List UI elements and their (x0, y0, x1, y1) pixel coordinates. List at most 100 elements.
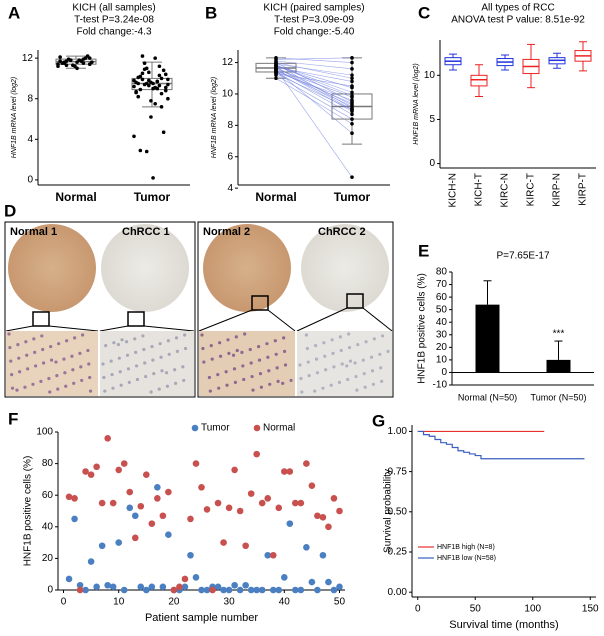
point (181, 583, 189, 591)
tissue-cell (275, 366, 279, 370)
point (350, 84, 354, 88)
tissue-cell (142, 347, 146, 352)
point (137, 583, 145, 591)
tissue-cell (332, 365, 336, 369)
tissue-cell (134, 350, 138, 354)
y-tick-label: 0 (441, 367, 447, 378)
point (132, 84, 136, 89)
tissue-cell (256, 344, 261, 349)
point (350, 121, 354, 126)
tissue-cell (119, 383, 123, 387)
point (220, 539, 227, 546)
point (187, 515, 194, 523)
point (350, 76, 354, 81)
point (144, 149, 149, 154)
point (350, 107, 354, 112)
y-tick-label: 40 (436, 317, 448, 328)
tissue-cell (231, 353, 236, 357)
tissue-cell (329, 383, 333, 387)
tissue-cell (249, 361, 253, 365)
tissue-cell (283, 363, 288, 367)
point (140, 54, 145, 58)
x-tick-label: 0 (415, 604, 421, 615)
x-tick-label: 40 (279, 597, 291, 608)
tissue-cell (324, 368, 328, 372)
x-axis-label: Survival time (months) (449, 619, 558, 631)
point (303, 460, 310, 467)
y-tick-label: 4 (27, 134, 33, 145)
point (159, 512, 167, 520)
tissue-cell (218, 341, 222, 345)
point (136, 75, 141, 80)
point (76, 581, 84, 589)
point (147, 70, 151, 75)
point (247, 586, 255, 594)
point (280, 468, 288, 475)
point (286, 468, 294, 475)
point (126, 488, 134, 496)
tissue-cell (73, 336, 77, 340)
point (58, 55, 62, 59)
tissue-cell (18, 370, 22, 374)
zoom-box (32, 311, 50, 327)
panel-letter: F (8, 409, 18, 428)
point (170, 586, 178, 594)
y-tick-label: 0.00 (388, 587, 408, 598)
tissue-cell (175, 349, 179, 354)
point (319, 551, 327, 559)
tissue-cell (182, 378, 186, 383)
tissue-cell (164, 371, 169, 375)
tissue-cell (267, 369, 271, 373)
tissue-cell (126, 367, 131, 371)
point (187, 551, 194, 559)
y-axis-label: HNF1B positive cells (%) (417, 273, 428, 384)
point (231, 581, 238, 589)
tissue-cell (26, 367, 30, 371)
point (303, 544, 310, 551)
tissue-cell (48, 390, 52, 394)
point (163, 72, 168, 77)
point (153, 56, 157, 60)
pair-line (275, 60, 353, 70)
point (274, 65, 278, 70)
tissue-cell (166, 339, 170, 343)
tissue-cell (330, 338, 334, 342)
y-tick-label: 70 (436, 279, 448, 290)
y-axis-label: HNF1B mRNA level (log2) (211, 77, 218, 158)
tissue-cell (356, 343, 360, 347)
tissue-cell (338, 335, 342, 339)
point (120, 460, 128, 467)
point (274, 68, 278, 73)
point (98, 499, 106, 507)
tissue-cell (248, 347, 252, 352)
tissue-cell (337, 380, 342, 384)
tissue-cell (289, 378, 293, 383)
tissue-cell (233, 380, 238, 384)
y-tick-label: 10 (222, 89, 234, 100)
tissue-cell (110, 373, 114, 377)
point (225, 586, 233, 594)
point (157, 73, 162, 78)
point (275, 504, 283, 512)
point (75, 66, 79, 71)
point (274, 76, 278, 81)
zoom-image (100, 331, 194, 396)
tissue-cell (378, 352, 382, 356)
tissue-cell (40, 334, 44, 338)
y-tick-label: 0.75 (388, 466, 408, 477)
tissue-cell (321, 386, 325, 390)
point (165, 488, 172, 496)
point (82, 468, 89, 475)
chart-title: All types of RCC (481, 3, 554, 14)
tissue-cell (143, 361, 147, 365)
y-tick-label: 80 (42, 458, 54, 469)
tissue-cell (258, 372, 263, 376)
point (65, 575, 73, 583)
point (350, 90, 354, 95)
point (176, 583, 183, 591)
x-tick-label: 10 (113, 597, 125, 608)
tissue-cell (210, 357, 214, 361)
y-tick-label: 100 (36, 427, 53, 438)
tissue-cell (151, 358, 155, 362)
